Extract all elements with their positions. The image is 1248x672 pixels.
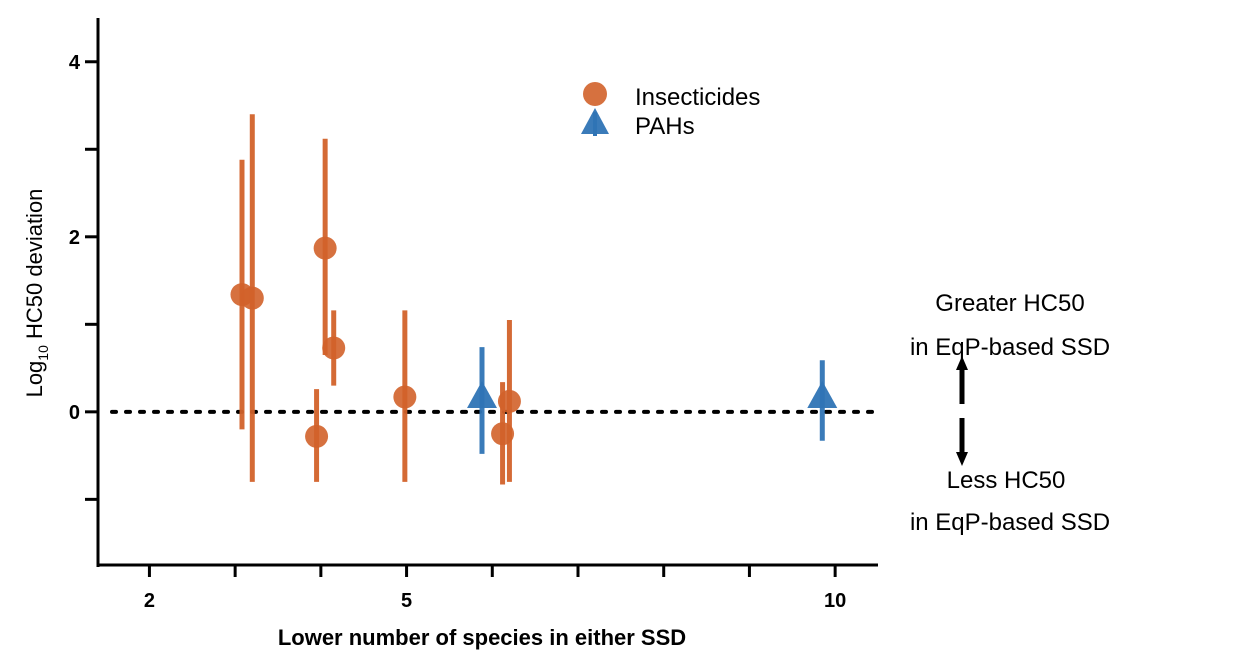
point-insecticides [322, 336, 346, 360]
x-tick-label: 5 [401, 590, 412, 612]
point-insecticides [240, 286, 264, 310]
data-marks [230, 114, 838, 485]
y-axis-title-suffix: HC50 deviation [22, 189, 47, 346]
axes: 0 2 4 2 5 10 [69, 18, 878, 612]
direction-annotation: Greater HC50 in EqP-based SSD Less HC50 … [910, 290, 1110, 536]
annotation-arrow-down-icon [956, 452, 968, 466]
y-axis-title-subscript: 10 [35, 345, 51, 361]
y-tick-label: 0 [69, 402, 80, 424]
point-insecticides [393, 385, 417, 409]
legend-marker-insecticides [583, 82, 607, 106]
point-insecticides [313, 236, 337, 260]
annotation-less-line2: in EqP-based SSD [910, 509, 1110, 536]
legend: Insecticides PAHs [581, 82, 760, 140]
annotation-arrow-up-icon [956, 356, 968, 370]
annotation-greater-line2: in EqP-based SSD [910, 334, 1110, 361]
x-tick-label: 2 [144, 590, 155, 612]
legend-label-insecticides: Insecticides [635, 84, 760, 111]
x-tick-label: 10 [824, 590, 846, 612]
y-tick-label: 4 [69, 52, 81, 74]
y-axis-title-prefix: Log [22, 361, 47, 398]
y-tick-label: 2 [69, 227, 80, 249]
point-pahs [807, 380, 838, 408]
annotation-greater-line1: Greater HC50 [935, 290, 1084, 317]
point-insecticides [305, 424, 329, 448]
legend-label-pahs: PAHs [635, 113, 695, 140]
point-insecticides [497, 389, 521, 413]
annotation-less-line1: Less HC50 [947, 467, 1066, 494]
y-axis-title: Log10 HC50 deviation [22, 189, 51, 398]
x-axis-title: Lower number of species in either SSD [278, 625, 686, 650]
point-pahs [467, 380, 497, 408]
